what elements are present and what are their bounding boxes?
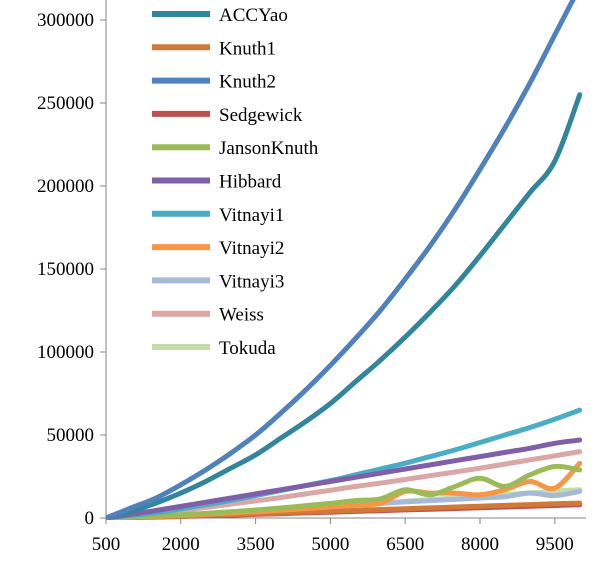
x-tick-label: 6500 [386,534,424,555]
x-tick-label: 8000 [461,534,499,555]
x-tick-label: 5000 [311,534,349,555]
y-tick-label: 100000 [37,342,94,363]
legend-label-knuth1: Knuth1 [219,38,276,59]
series-lines [106,0,583,520]
legend-label-weiss: Weiss [219,305,264,326]
legend-label-vitnayi2: Vitnayi2 [219,238,284,259]
legend-label-tokuda: Tokuda [219,338,276,359]
x-tick-label: 9500 [536,534,574,555]
x-tick-label: 3500 [237,534,275,555]
legend-label-jansonknuth: JansonKnuth [219,138,319,159]
series-line-hibbard [106,437,583,520]
series-line-knuth2 [106,0,576,520]
legend-label-vitnayi1: Vitnayi1 [219,205,284,226]
legend-label-sedgewick: Sedgewick [219,105,303,126]
x-axis-ticks: 500 2000 3500 5000 6500 8000 9500 [92,518,574,555]
y-tick-label: 0 [85,508,95,529]
legend-label-knuth2: Knuth2 [219,72,276,93]
legend: ACCYao Knuth1 Knuth2 Sedgewick JansonKnuth Hi… [152,5,319,359]
legend-label-accyao: ACCYao [219,5,288,26]
series-line-accyao [106,92,583,520]
series-line-jansonknuth [106,463,583,520]
x-tick-label: 500 [92,534,121,555]
y-axis-ticks: 0 50000 100000 150000 200000 250000 300000 [37,10,106,529]
y-tick-label: 300000 [37,10,94,31]
y-tick-label: 200000 [37,176,94,197]
x-tick-label: 2000 [162,534,200,555]
y-tick-label: 250000 [37,93,94,114]
y-tick-label: 50000 [47,425,95,446]
y-tick-label: 150000 [37,259,94,280]
legend-label-hibbard: Hibbard [219,172,282,193]
legend-label-vitnayi3: Vitnayi3 [219,271,284,292]
